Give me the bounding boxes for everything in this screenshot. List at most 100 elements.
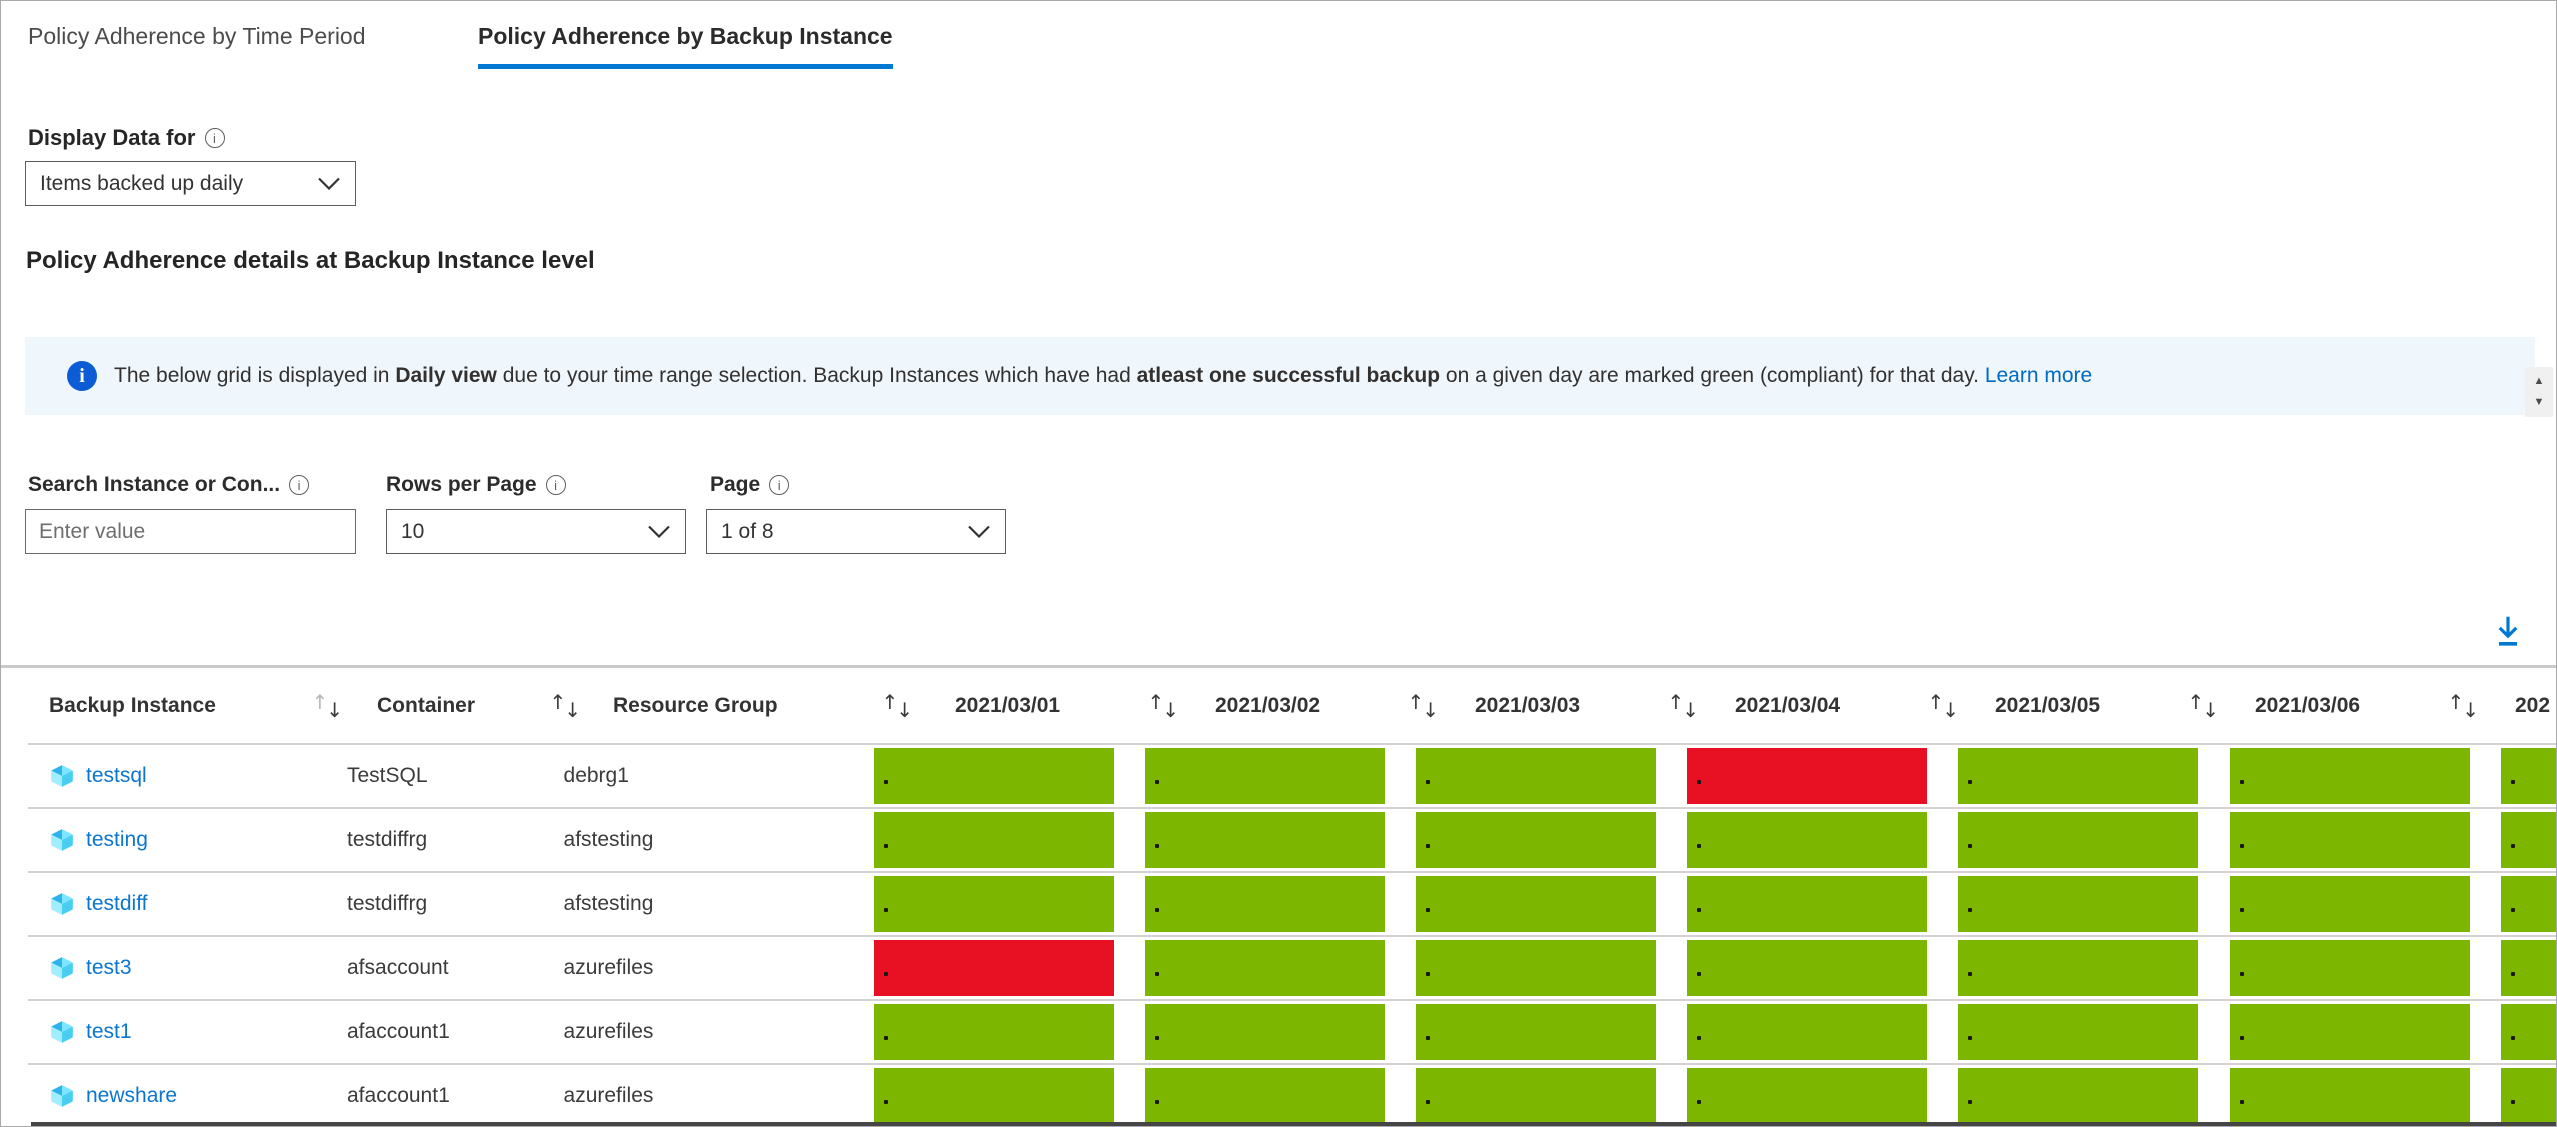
column-header-date-5[interactable]: 2021/03/06 ↑↓ (2239, 668, 2499, 743)
status-compliant-cell (873, 1068, 1114, 1124)
status-dot (1697, 908, 1702, 912)
status-dot (2510, 972, 2515, 976)
cell-status-2021/03/05 (1945, 1001, 2216, 1063)
cell-status-2021/03/05 (1945, 809, 2216, 871)
status-dot (1968, 972, 1973, 976)
cell-status-2021/03/03 (1403, 745, 1674, 807)
status-compliant-cell (1145, 1004, 1386, 1060)
cell-status-2021/03/05 (1945, 1065, 2216, 1126)
table-row: newshare afaccount1 azurefiles (28, 1063, 2556, 1126)
status-compliant-cell (1416, 940, 1657, 996)
rows-per-page-dropdown[interactable]: 10 (386, 509, 686, 554)
backup-instance-link[interactable]: newshare (86, 1084, 178, 1107)
backup-instance-link[interactable]: test1 (86, 1020, 132, 1043)
sort-arrows-icon: ↑↓ (1407, 689, 1439, 722)
banner-scroll-stepper[interactable]: ▲ ▼ (2525, 367, 2553, 417)
cell-container: testdiffrg (347, 828, 428, 851)
status-compliant-cell (1958, 1004, 2199, 1060)
column-header-date-6[interactable]: 202↑↓ (2499, 668, 2556, 743)
page-select-value: 1 of 8 (721, 519, 774, 543)
status-dot (883, 1100, 888, 1104)
table-row: testing testdiffrg afstesting (28, 807, 2556, 871)
tab-policy-adherence-by-time-period[interactable]: Policy Adherence by Time Period (28, 23, 366, 49)
page-select-dropdown[interactable]: 1 of 8 (706, 509, 1006, 554)
cell-container: testdiffrg (347, 892, 428, 915)
cell-status-2021/03/06 (2217, 1001, 2488, 1063)
grid-header: Backup Instance ↑↓ Container ↑↓ Resource Gro… (28, 668, 2556, 743)
status-compliant-cell (1145, 1068, 1386, 1124)
cell-status-202 (2488, 809, 2556, 871)
backup-instance-icon (51, 765, 73, 787)
table-row: testdiff testdiffrg afstesting (28, 871, 2556, 935)
backup-instance-link[interactable]: test3 (86, 956, 132, 979)
column-header-instance[interactable]: Backup Instance ↑↓ (28, 668, 373, 743)
chevron-down-icon (968, 525, 990, 538)
status-dot (1426, 1100, 1431, 1104)
cell-status-2021/03/03 (1403, 873, 1674, 935)
status-compliant-cell (1687, 812, 1928, 868)
info-icon[interactable]: i (769, 475, 790, 495)
tab-policy-adherence-by-backup-instance[interactable]: Policy Adherence by Backup Instance (478, 23, 893, 69)
display-data-for-text: Display Data for (28, 125, 196, 150)
backup-instance-link[interactable]: testing (86, 828, 148, 851)
column-header-date-3[interactable]: 2021/03/04 ↑↓ (1719, 668, 1979, 743)
cell-backup-instance: testdiff (28, 873, 343, 935)
backup-instance-icon (51, 893, 73, 915)
policy-adherence-grid: Backup Instance ↑↓ Container ↑↓ Resource Gro… (28, 668, 2556, 1126)
learn-more-link[interactable]: Learn more (1984, 364, 2093, 387)
stepper-up-icon[interactable]: ▲ (2533, 375, 2545, 388)
cell-status-2021/03/06 (2217, 809, 2488, 871)
status-dot (1426, 1036, 1431, 1040)
column-header-container[interactable]: Container ↑↓ (373, 668, 609, 743)
status-dot (1968, 1100, 1973, 1104)
cell-status-202 (2488, 1001, 2556, 1063)
search-label-text: Search Instance or Con... (28, 473, 281, 496)
status-dot (1155, 908, 1160, 912)
column-header-date-1[interactable]: 2021/03/02 ↑↓ (1199, 668, 1459, 743)
status-compliant-cell (873, 1004, 1114, 1060)
cell-resource-group: azurefiles (563, 1020, 654, 1043)
info-icon[interactable]: i (204, 128, 225, 148)
column-label: 2021/03/04 (1735, 693, 1841, 717)
cell-status-202 (2488, 1065, 2556, 1126)
cell-status-2021/03/05 (1945, 937, 2216, 999)
column-header-date-4[interactable]: 2021/03/05 ↑↓ (1979, 668, 2239, 743)
backup-instance-link[interactable]: testdiff (86, 892, 148, 915)
column-header-date-0[interactable]: 2021/03/01 ↑↓ (939, 668, 1199, 743)
column-label: 2021/03/05 (1995, 693, 2101, 717)
cell-status-2021/03/04 (1674, 809, 1945, 871)
banner-text-segment: The below grid is displayed in (114, 364, 396, 387)
banner-text-segment: due to your time range selection. Backup… (496, 364, 1137, 387)
cell-status-2021/03/02 (1132, 937, 1403, 999)
column-header-date-2[interactable]: 2021/03/03 ↑↓ (1459, 668, 1719, 743)
info-icon[interactable]: i (289, 475, 310, 495)
column-label: 2021/03/03 (1475, 693, 1581, 717)
status-dot (1697, 844, 1702, 848)
grid-body: testsql TestSQL debrg1 testing testdiffrg afs… (28, 743, 2556, 1126)
backup-instance-link[interactable]: testsql (86, 764, 147, 787)
display-data-dropdown[interactable]: Items backed up daily (25, 161, 356, 206)
stepper-down-icon[interactable]: ▼ (2533, 395, 2545, 408)
download-button[interactable] (2485, 609, 2531, 655)
cell-status-2021/03/01 (861, 937, 1132, 999)
chevron-down-icon (648, 525, 670, 538)
status-compliant-cell (1687, 1004, 1928, 1060)
info-filled-icon: i (67, 361, 97, 391)
status-compliant-cell (2500, 748, 2556, 804)
status-dot (883, 844, 888, 848)
horizontal-scrollbar[interactable] (31, 1122, 2556, 1126)
table-row: test3 afsaccount azurefiles (28, 935, 2556, 999)
status-compliant-cell (2500, 812, 2556, 868)
cell-container: afaccount1 (347, 1020, 450, 1043)
info-icon[interactable]: i (545, 475, 566, 495)
status-dot (883, 908, 888, 912)
table-row: testsql TestSQL debrg1 (28, 743, 2556, 807)
rows-per-page-value: 10 (401, 519, 425, 543)
display-data-for-label: Display Data for i (28, 125, 225, 151)
column-header-resource_group[interactable]: Resource Group ↑↓ (609, 668, 939, 743)
info-banner: i The below grid is displayed in Daily v… (25, 337, 2535, 415)
search-input[interactable] (25, 509, 356, 554)
status-dot (1697, 780, 1702, 784)
status-dot (1697, 972, 1702, 976)
status-dot (2239, 780, 2244, 784)
